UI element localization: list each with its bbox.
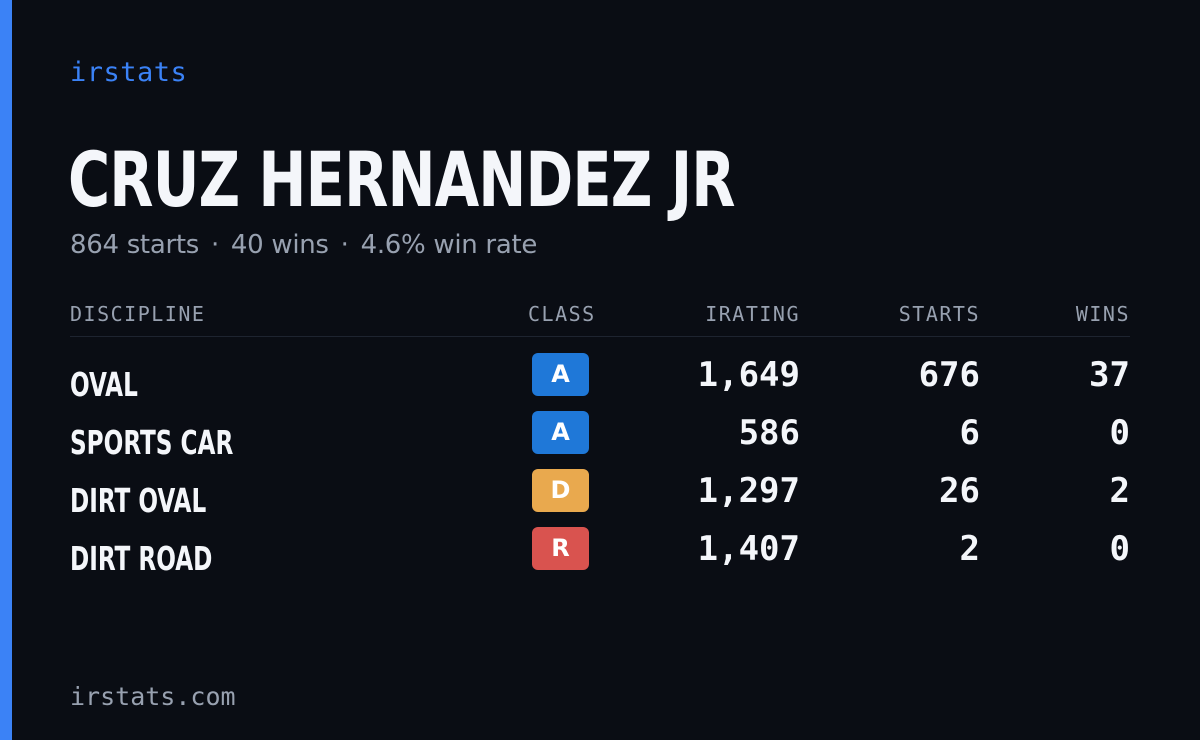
brand-logo: irstats: [70, 57, 188, 88]
starts-value: 2: [959, 529, 980, 569]
discipline-label: DIRT ROAD: [70, 539, 213, 578]
separator: ·: [210, 230, 219, 260]
class-badge: R: [532, 527, 589, 570]
license-table: DISCIPLINE CLASS IRATING STARTS WINS OVA…: [70, 296, 1130, 585]
table-row: SPORTS CAR A 586 6 0: [70, 411, 1130, 469]
wins-value: 37: [1089, 355, 1130, 395]
discipline-label: OVAL: [70, 365, 138, 404]
total-wins: 40 wins: [230, 230, 329, 260]
table-row: DIRT ROAD R 1,407 2 0: [70, 527, 1130, 585]
irating-value: 1,297: [697, 471, 800, 511]
starts-value: 26: [939, 471, 980, 511]
header-irating: IRATING: [705, 302, 800, 326]
discipline-label: SPORTS CAR: [70, 423, 234, 462]
table-row: OVAL A 1,649 676 37: [70, 353, 1130, 411]
header-discipline: DISCIPLINE: [70, 302, 206, 326]
header-starts: STARTS: [898, 302, 980, 326]
irating-value: 586: [738, 413, 800, 453]
separator: ·: [340, 230, 349, 260]
win-rate: 4.6% win rate: [360, 230, 538, 260]
wins-value: 2: [1109, 471, 1130, 511]
class-badge: A: [532, 411, 589, 454]
starts-value: 6: [959, 413, 980, 453]
table-row: DIRT OVAL D 1,297 26 2: [70, 469, 1130, 527]
irating-value: 1,407: [697, 529, 800, 569]
class-badge: D: [532, 469, 589, 512]
driver-name: CRUZ HERNANDEZ JR: [68, 135, 735, 224]
starts-value: 676: [918, 355, 980, 395]
class-badge: A: [532, 353, 589, 396]
wins-value: 0: [1109, 413, 1130, 453]
header-wins: WINS: [1075, 302, 1130, 326]
driver-summary: 864 starts · 40 wins · 4.6% win rate: [70, 228, 537, 262]
footer-url: irstats.com: [70, 682, 236, 711]
header-class: CLASS: [528, 302, 596, 326]
discipline-label: DIRT OVAL: [70, 481, 207, 520]
wins-value: 0: [1109, 529, 1130, 569]
table-header: DISCIPLINE CLASS IRATING STARTS WINS: [70, 296, 1130, 337]
total-starts: 864 starts: [70, 230, 199, 260]
table-body: OVAL A 1,649 676 37 SPORTS CAR A 586 6 0…: [70, 337, 1130, 585]
irating-value: 1,649: [697, 355, 800, 395]
accent-bar: [0, 0, 12, 740]
